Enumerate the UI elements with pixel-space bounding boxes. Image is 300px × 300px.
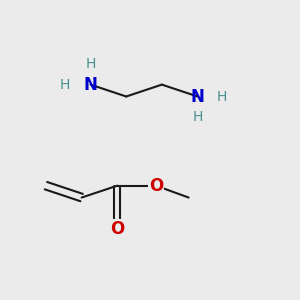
Text: H: H (217, 89, 227, 103)
Text: H: H (60, 78, 70, 92)
Text: O: O (110, 220, 124, 238)
Text: O: O (149, 177, 163, 195)
Text: H: H (192, 110, 203, 124)
Text: N: N (84, 76, 98, 94)
Text: H: H (85, 57, 96, 71)
Text: N: N (190, 88, 205, 106)
